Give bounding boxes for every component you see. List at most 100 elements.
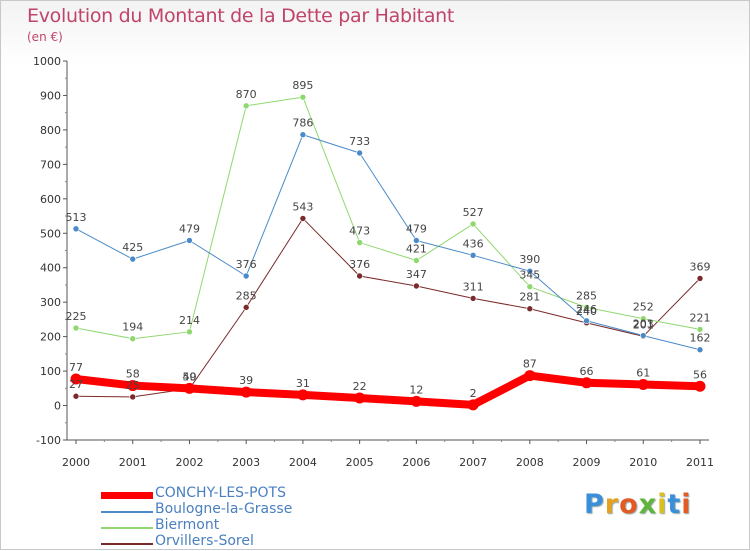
data-point (186, 328, 193, 336)
data-label: 203 (633, 318, 654, 331)
logo-letter: i (681, 489, 692, 520)
data-point (413, 282, 420, 290)
data-label: 31 (296, 377, 310, 390)
logo-letter: x (638, 489, 658, 520)
chart-unit-label: (en €) (27, 30, 63, 44)
x-tick-label: 2007 (459, 456, 487, 469)
legend-swatch (101, 543, 153, 545)
data-label: 252 (633, 301, 654, 314)
data-label: 347 (406, 268, 427, 281)
x-tick-label: 2011 (686, 456, 714, 469)
x-tick-label: 2009 (573, 456, 601, 469)
data-point (637, 379, 649, 391)
data-label: 281 (519, 291, 540, 304)
data-label: 56 (693, 368, 707, 381)
data-point (72, 324, 80, 332)
data-label: 162 (690, 332, 711, 345)
y-tick-label: 200 (40, 331, 61, 344)
data-point (526, 305, 534, 313)
series-biermont (72, 93, 704, 343)
data-label: 221 (690, 311, 711, 324)
y-tick-label: 100 (40, 365, 61, 378)
series-boulogne-la-grasse (72, 131, 704, 354)
data-point (70, 373, 82, 385)
data-point (356, 149, 363, 157)
logo-letter: P (584, 489, 605, 520)
series-line (75, 217, 701, 398)
data-label: 733 (349, 135, 370, 148)
data-label: 479 (179, 223, 200, 236)
data-label: 345 (519, 269, 540, 282)
data-label: 425 (122, 241, 143, 254)
y-tick-label: 700 (40, 158, 61, 171)
data-label: 2 (470, 387, 477, 400)
chart-title: Evolution du Montant de la Dette par Hab… (27, 5, 455, 27)
data-label: 421 (406, 242, 427, 255)
proxiti-logo: Proxiti (584, 489, 692, 520)
data-label: 25 (126, 379, 140, 392)
data-point (469, 295, 477, 302)
x-tick-label: 2000 (62, 456, 90, 469)
data-point (127, 380, 139, 392)
legend-label: CONCHY-LES-POTS (155, 485, 286, 501)
y-tick-label: 900 (40, 89, 61, 102)
data-point (639, 332, 647, 339)
data-label: 87 (523, 358, 537, 371)
data-point (413, 257, 420, 264)
x-tick-label: 2001 (119, 456, 147, 469)
data-label: 58 (126, 368, 140, 381)
data-label: 39 (239, 374, 253, 387)
data-label: 369 (690, 260, 711, 273)
series-line (75, 96, 701, 340)
data-label: 473 (349, 225, 370, 238)
y-tick-label: -100 (36, 434, 61, 447)
legend-label: Orvillers-Sorel (155, 533, 254, 549)
data-label: 77 (69, 361, 83, 374)
data-label: 214 (179, 314, 200, 327)
data-point (129, 335, 137, 343)
y-tick-label: 0 (54, 400, 61, 413)
data-label: 895 (292, 79, 313, 92)
data-label: 50 (182, 370, 196, 383)
data-label: 240 (576, 305, 597, 318)
data-label: 786 (292, 117, 313, 130)
data-point (524, 370, 536, 382)
data-point (72, 225, 80, 233)
data-point (297, 389, 309, 401)
data-label: 225 (66, 310, 87, 323)
y-tick-label: 400 (40, 262, 61, 275)
legend-swatch (101, 527, 153, 529)
data-point (469, 220, 477, 228)
logo-letter: t (667, 489, 682, 520)
data-label: 22 (353, 380, 367, 393)
data-point (694, 380, 706, 392)
data-point (354, 392, 366, 404)
x-tick-label: 2002 (175, 456, 203, 469)
data-point (186, 237, 193, 244)
data-point (129, 255, 137, 263)
data-label: 61 (636, 367, 650, 380)
axes: -100 0 100 200 300 400 500 600 700 800 900 1000 2000… (33, 55, 714, 469)
data-label: 376 (349, 258, 370, 271)
data-label: 27 (69, 378, 83, 391)
legend-swatch (101, 492, 153, 499)
data-point (413, 237, 420, 244)
data-label: 527 (463, 206, 484, 219)
data-label: 311 (463, 280, 484, 293)
data-point (242, 272, 250, 280)
x-tick-label: 2010 (629, 456, 657, 469)
data-label: 479 (406, 223, 427, 236)
legend-label: Biermont (155, 517, 220, 533)
data-point (299, 131, 307, 139)
data-label: 66 (580, 365, 594, 378)
y-tick-label: 600 (40, 193, 61, 206)
data-point (356, 272, 363, 280)
data-labels-layer: 27 25 49 285 543 376 347 311 281 240 201 369 225 194 2… (66, 79, 711, 400)
data-label: 285 (236, 289, 257, 302)
x-tick-label: 2004 (289, 456, 317, 469)
data-point (583, 317, 590, 325)
series-line (72, 371, 704, 409)
data-point (583, 304, 590, 311)
